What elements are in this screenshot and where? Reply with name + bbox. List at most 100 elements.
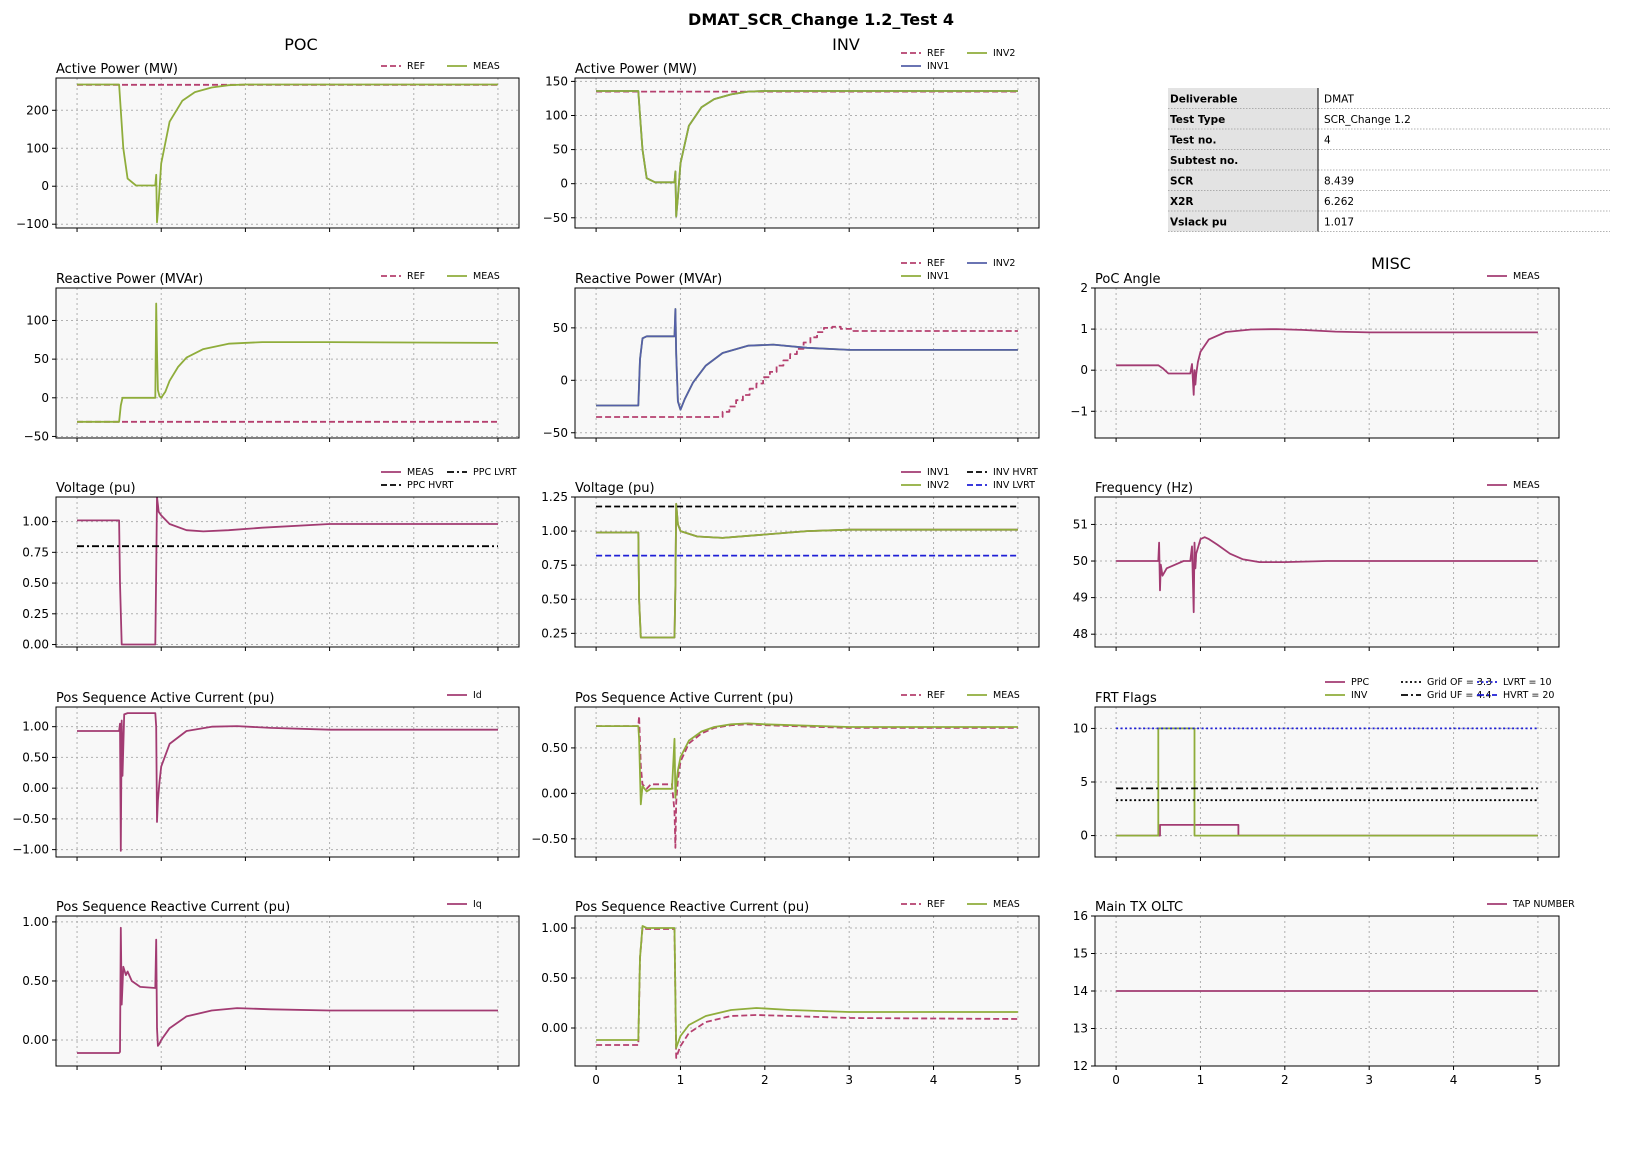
legend-label: INV2 — [993, 258, 1015, 269]
series-group — [596, 308, 1018, 418]
y-tick-label: 0.00 — [22, 781, 49, 795]
panel-title: Main TX OLTC — [1095, 900, 1183, 915]
y-tick-label: −0.50 — [12, 812, 49, 826]
table-row-label: Test Type — [1170, 114, 1225, 126]
series-inv2 — [596, 502, 1018, 639]
panel-frt-flags-11: 0 5 10 FRT Flags PPC INV Grid OF = 3.3 Grid UF … — [1073, 677, 1560, 861]
y-tick-label: 2 — [1080, 281, 1088, 295]
series-group — [77, 83, 498, 224]
plot-frame — [574, 496, 1040, 648]
panel-title: Pos Sequence Active Current (pu) — [575, 691, 793, 706]
legend-label: INV2 — [993, 48, 1015, 59]
legend: REF MEAS — [901, 690, 1020, 701]
y-tick-label: 0.25 — [541, 626, 568, 640]
panel-active-power-mw-1: −50 0 50 100 150 Active Power (MW) REF INV1 INV2 — [543, 48, 1040, 232]
series-group — [596, 502, 1018, 639]
y-tick-label: 0 — [560, 373, 568, 387]
legend-label: TAP NUMBER — [1512, 899, 1575, 910]
legend: MEAS — [1487, 271, 1540, 282]
legend-label: INV1 — [927, 467, 949, 478]
y-tick-label: −50 — [543, 211, 568, 225]
series-meas — [1116, 328, 1538, 396]
column-title-poc: POC — [284, 35, 317, 54]
legend-label: MEAS — [1513, 271, 1540, 282]
legend: MEAS — [1487, 480, 1540, 491]
y-tick-label: 0.50 — [541, 741, 568, 755]
legend-label: MEAS — [993, 899, 1020, 910]
legend-label: MEAS — [407, 467, 434, 478]
y-tick-label: 5 — [1080, 775, 1088, 789]
plot-frame — [55, 77, 520, 229]
plot-area — [56, 707, 519, 857]
y-tick-label: 0.75 — [22, 545, 49, 559]
plot-area — [575, 78, 1039, 228]
x-tick-label: 3 — [845, 1073, 853, 1087]
series-meas — [596, 925, 1018, 1049]
legend-label: REF — [927, 258, 945, 269]
y-tick-label: −50 — [24, 429, 49, 443]
series-meas — [77, 302, 499, 423]
y-tick-label: 0.50 — [22, 974, 49, 988]
panel-title: Reactive Power (MVAr) — [575, 272, 722, 287]
legend-label: REF — [407, 61, 425, 72]
series-inv2 — [596, 90, 1018, 218]
plot-frame — [574, 706, 1040, 858]
y-tick-label: 50 — [34, 352, 49, 366]
plot-frame — [55, 706, 520, 858]
series-group — [1116, 727, 1538, 837]
y-tick-label: 1.00 — [541, 524, 568, 538]
legend-label: Grid UF = 4.4 — [1427, 690, 1491, 701]
legend-label: HVRT = 20 — [1503, 690, 1554, 701]
panel-pos-sequence-reactive-current-pu-13: 0 1 2 3 4 5 0.00 0.50 1.00 Pos Sequence Reactive … — [541, 899, 1040, 1087]
legend-label: LVRT = 10 — [1503, 677, 1552, 688]
panel-title: Voltage (pu) — [56, 481, 136, 496]
table-row-label: SCR — [1170, 176, 1193, 188]
legend-label: REF — [927, 48, 945, 59]
panel-pos-sequence-active-current-pu-9: −1.00 −0.50 0.00 0.50 1.00 Pos Sequence Activ… — [12, 690, 520, 861]
y-tick-label: 1.00 — [22, 915, 49, 929]
table-row-value: 1.017 — [1324, 217, 1354, 229]
x-tick-label: 5 — [1534, 1073, 1542, 1087]
y-tick-label: 50 — [1073, 554, 1088, 568]
panel-title: Active Power (MW) — [575, 62, 697, 77]
panel-frequency-hz-8: 48 49 50 51 Frequency (Hz) MEAS — [1073, 480, 1560, 651]
y-tick-label: 16 — [1073, 909, 1088, 923]
table-row-label: X2R — [1170, 196, 1194, 208]
plot-area — [1095, 497, 1559, 647]
y-tick-label: 0 — [1080, 829, 1088, 843]
x-tick-label: 1 — [677, 1073, 685, 1087]
series-group — [1116, 328, 1538, 396]
series-meas — [1116, 536, 1538, 614]
y-tick-label: 100 — [26, 141, 49, 155]
panel-title: Active Power (MW) — [56, 62, 178, 77]
plot-frame — [55, 915, 520, 1067]
y-tick-label: 0.00 — [22, 1033, 49, 1047]
x-tick-label: 2 — [1281, 1073, 1289, 1087]
y-tick-label: 1 — [1080, 322, 1088, 336]
table-row-label: Vslack pu — [1170, 217, 1227, 229]
legend: REF MEAS — [901, 899, 1020, 910]
plot-area — [56, 78, 519, 228]
plot-area — [56, 288, 519, 438]
y-tick-label: −100 — [16, 217, 49, 231]
column-title-misc: MISC — [1371, 254, 1411, 273]
plot-frame — [1094, 496, 1560, 648]
table-label-column — [1168, 88, 1318, 232]
panel-title: Pos Sequence Reactive Current (pu) — [575, 900, 809, 915]
y-tick-label: 100 — [26, 313, 49, 327]
y-tick-label: 0.00 — [22, 638, 49, 652]
panel-title: Voltage (pu) — [575, 481, 655, 496]
series-iq — [77, 926, 498, 1054]
y-tick-label: 0 — [1080, 363, 1088, 377]
legend: Iq — [447, 899, 482, 910]
plot-area — [575, 497, 1039, 647]
x-tick-label: 4 — [1450, 1073, 1458, 1087]
legend: REF MEAS — [381, 271, 500, 282]
y-tick-label: 0.50 — [541, 592, 568, 606]
legend: INV1 INV2 INV HVRT INV LVRT — [901, 467, 1038, 491]
legend-label: MEAS — [473, 271, 500, 282]
y-tick-label: 0 — [41, 391, 49, 405]
legend-label: Iq — [473, 899, 482, 910]
legend-label: PPC HVRT — [407, 480, 454, 491]
